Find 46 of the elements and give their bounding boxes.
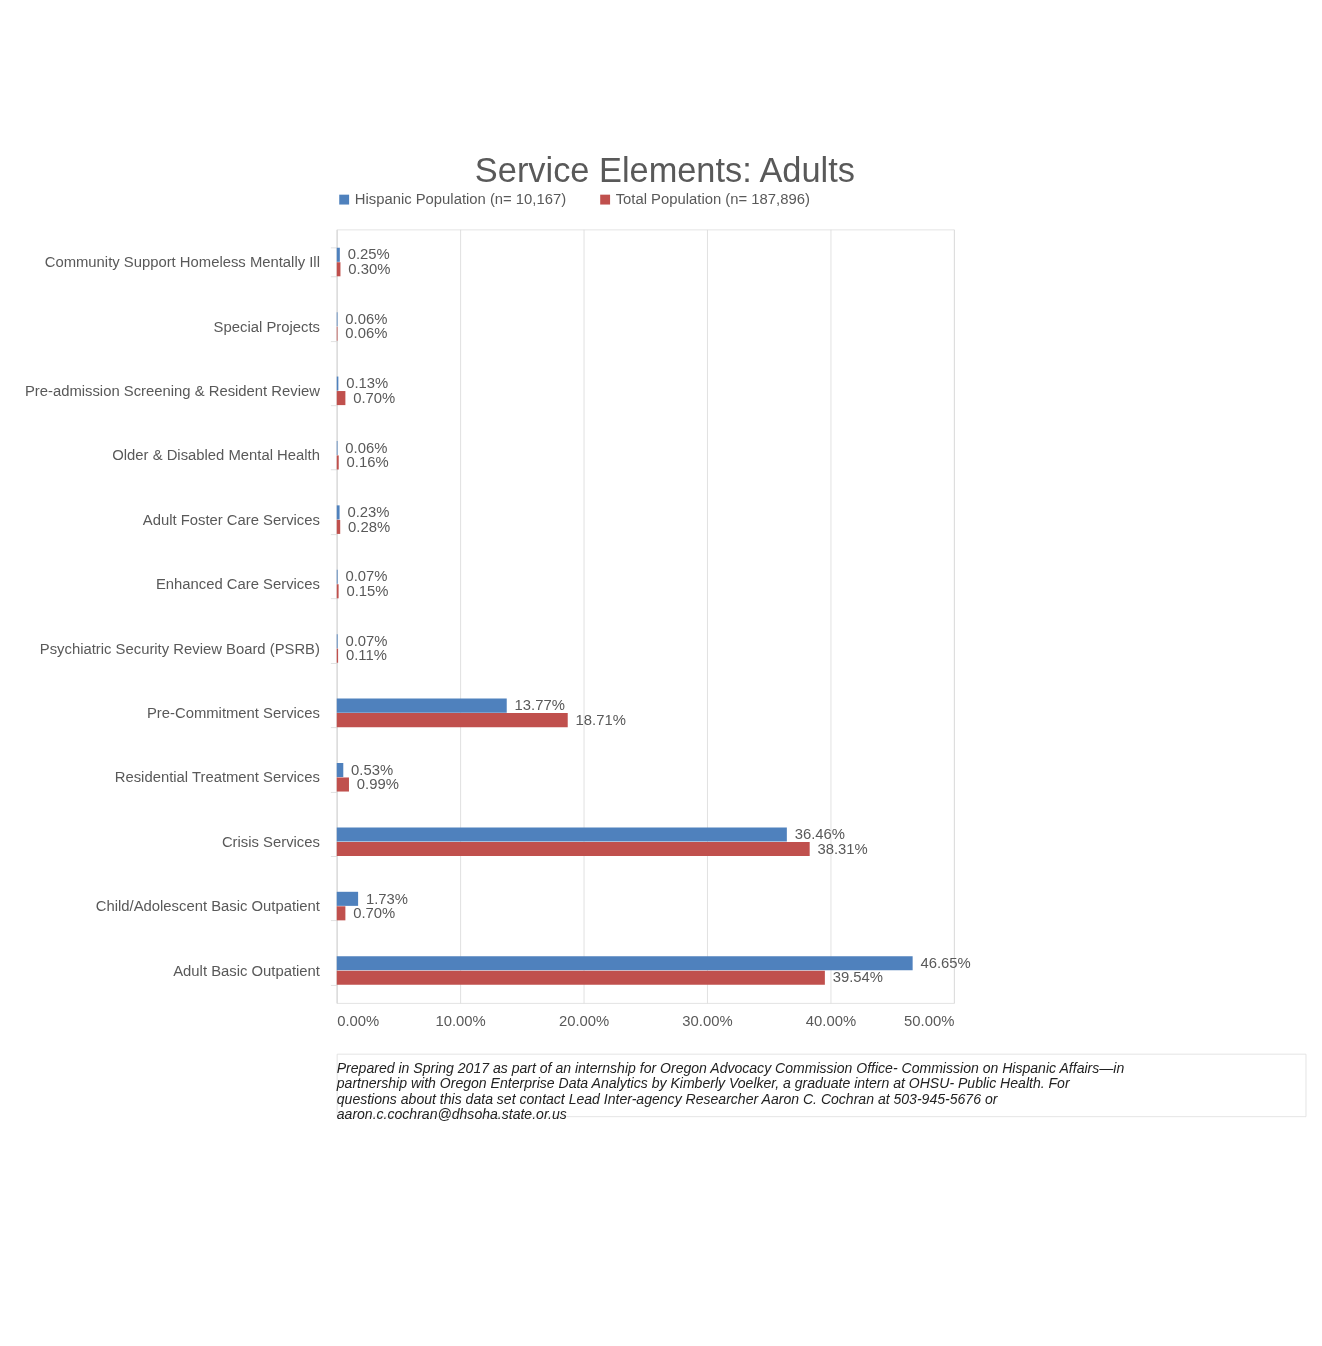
- data-label: 36.46%: [794, 826, 845, 843]
- x-tick-label: 0.00%: [337, 1013, 380, 1030]
- data-label: 0.30%: [348, 260, 391, 277]
- data-label: 13.77%: [514, 697, 565, 714]
- y-tick-label: Pre-Commitment Services: [146, 704, 320, 721]
- chart-title: Service Elements: Adults: [474, 150, 855, 189]
- data-label: 0.70%: [353, 905, 396, 922]
- x-tick-label: 20.00%: [558, 1013, 610, 1030]
- data-label: 0.07%: [345, 632, 388, 649]
- data-label: 0.53%: [351, 761, 394, 778]
- data-label: 46.65%: [920, 954, 971, 971]
- data-label: 0.06%: [345, 325, 388, 342]
- data-label: 0.06%: [345, 310, 388, 327]
- y-tick-label: Adult Basic Outpatient: [173, 962, 321, 979]
- data-label: 38.31%: [817, 840, 868, 857]
- data-label: 0.11%: [345, 647, 387, 664]
- y-tick-label: Crisis Services: [221, 833, 320, 850]
- y-tick-label: Pre-admission Screening & Resident Review: [24, 382, 321, 399]
- data-label: 0.25%: [347, 246, 390, 263]
- legend-label: Total Population (n= 187,896): [615, 191, 810, 208]
- data-label: 0.23%: [347, 504, 390, 521]
- data-label: 0.70%: [353, 389, 396, 406]
- data-label: 0.99%: [356, 776, 399, 793]
- data-label: 0.13%: [346, 375, 389, 392]
- y-tick-label: Psychiatric Security Review Board (PSRB): [39, 640, 321, 657]
- x-tick-label: 40.00%: [805, 1013, 857, 1030]
- y-tick-label: Enhanced Care Services: [155, 576, 320, 593]
- y-tick-label: Older & Disabled Mental Health: [112, 447, 320, 464]
- text: Prepared in Spring 2017 as part of an internship for Oregon Advocacy Commission Office- Commission on Hispanic Affairs—in partnership with Oregon Enterprise Data Analytics by Kimberly Voelker, a graduate intern at OHSU- Public Health. For questions about this data set contact Lead Inter-agency Researcher Aaron C. Cochran at 503-945-5676 or aaron.c.cochran@dhsoha.state.or.us: [335, 1059, 1125, 1123]
- x-tick-label: 30.00%: [682, 1013, 733, 1030]
- data-label: 0.06%: [345, 439, 388, 456]
- data-label: 0.15%: [346, 582, 389, 599]
- data-label: 0.16%: [346, 454, 389, 471]
- legend-label: Hispanic Population (n= 10,167): [354, 191, 567, 208]
- data-label: 0.28%: [348, 518, 391, 535]
- y-tick-label: Special Projects: [213, 318, 320, 335]
- data-label: 1.73%: [365, 890, 408, 907]
- data-label: 18.71%: [575, 711, 626, 728]
- y-tick-label: Community Support Homeless Mentally Ill: [44, 254, 320, 271]
- y-tick-label: Child/Adolescent Basic Outpatient: [95, 898, 321, 915]
- y-tick-label: Adult Foster Care Services: [142, 511, 320, 528]
- x-tick-label: 50.00%: [904, 1013, 955, 1030]
- x-tick-label: 10.00%: [435, 1013, 486, 1030]
- y-tick-label: Residential Treatment Services: [114, 769, 320, 786]
- data-label: 0.07%: [345, 568, 388, 585]
- data-label: 39.54%: [832, 969, 883, 986]
